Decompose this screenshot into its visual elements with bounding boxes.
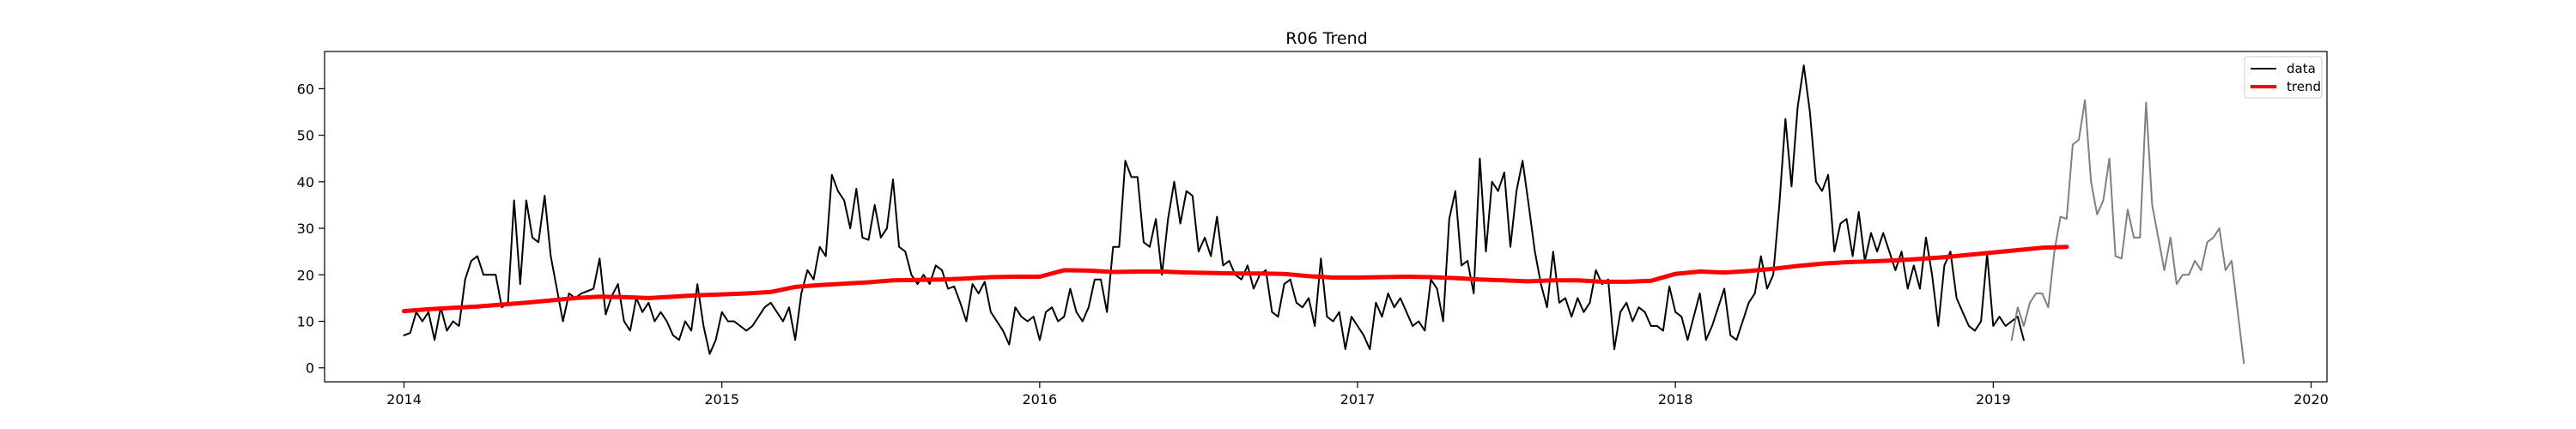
x-tick-label: 2018 — [1658, 391, 1693, 408]
series-layer — [402, 64, 2245, 365]
x-tick-label: 2019 — [1976, 391, 2011, 408]
y-tick-label: 50 — [297, 128, 314, 144]
y-axis: 0 10 20 30 40 50 60 — [297, 81, 325, 377]
y-tick-label: 40 — [297, 174, 314, 190]
y-tick-label: 0 — [306, 360, 314, 377]
x-tick-label: 2020 — [2293, 391, 2329, 408]
x-tick-label: 2017 — [1340, 391, 1376, 408]
x-tick-label: 2016 — [1022, 391, 1057, 408]
legend-label-trend: trend — [2287, 79, 2321, 94]
legend-label-data: data — [2287, 61, 2316, 76]
y-tick-label: 20 — [297, 267, 314, 283]
x-tick-label: 2015 — [704, 391, 739, 408]
y-tick-label: 10 — [297, 314, 314, 330]
series-line-trend — [402, 245, 2069, 314]
chart-title: R06 Trend — [1285, 29, 1367, 48]
x-axis: 2014 2015 2016 2017 2018 2019 2020 — [386, 382, 2329, 408]
y-tick-label: 30 — [297, 221, 314, 237]
plot-frame — [324, 51, 2328, 383]
x-tick-label: 2014 — [386, 391, 422, 408]
series-line-series-1 — [2010, 99, 2245, 365]
y-tick-label: 60 — [297, 81, 314, 97]
series-line-data — [403, 64, 2025, 355]
plot-area — [324, 51, 2328, 383]
legend: data trend — [2244, 56, 2323, 99]
